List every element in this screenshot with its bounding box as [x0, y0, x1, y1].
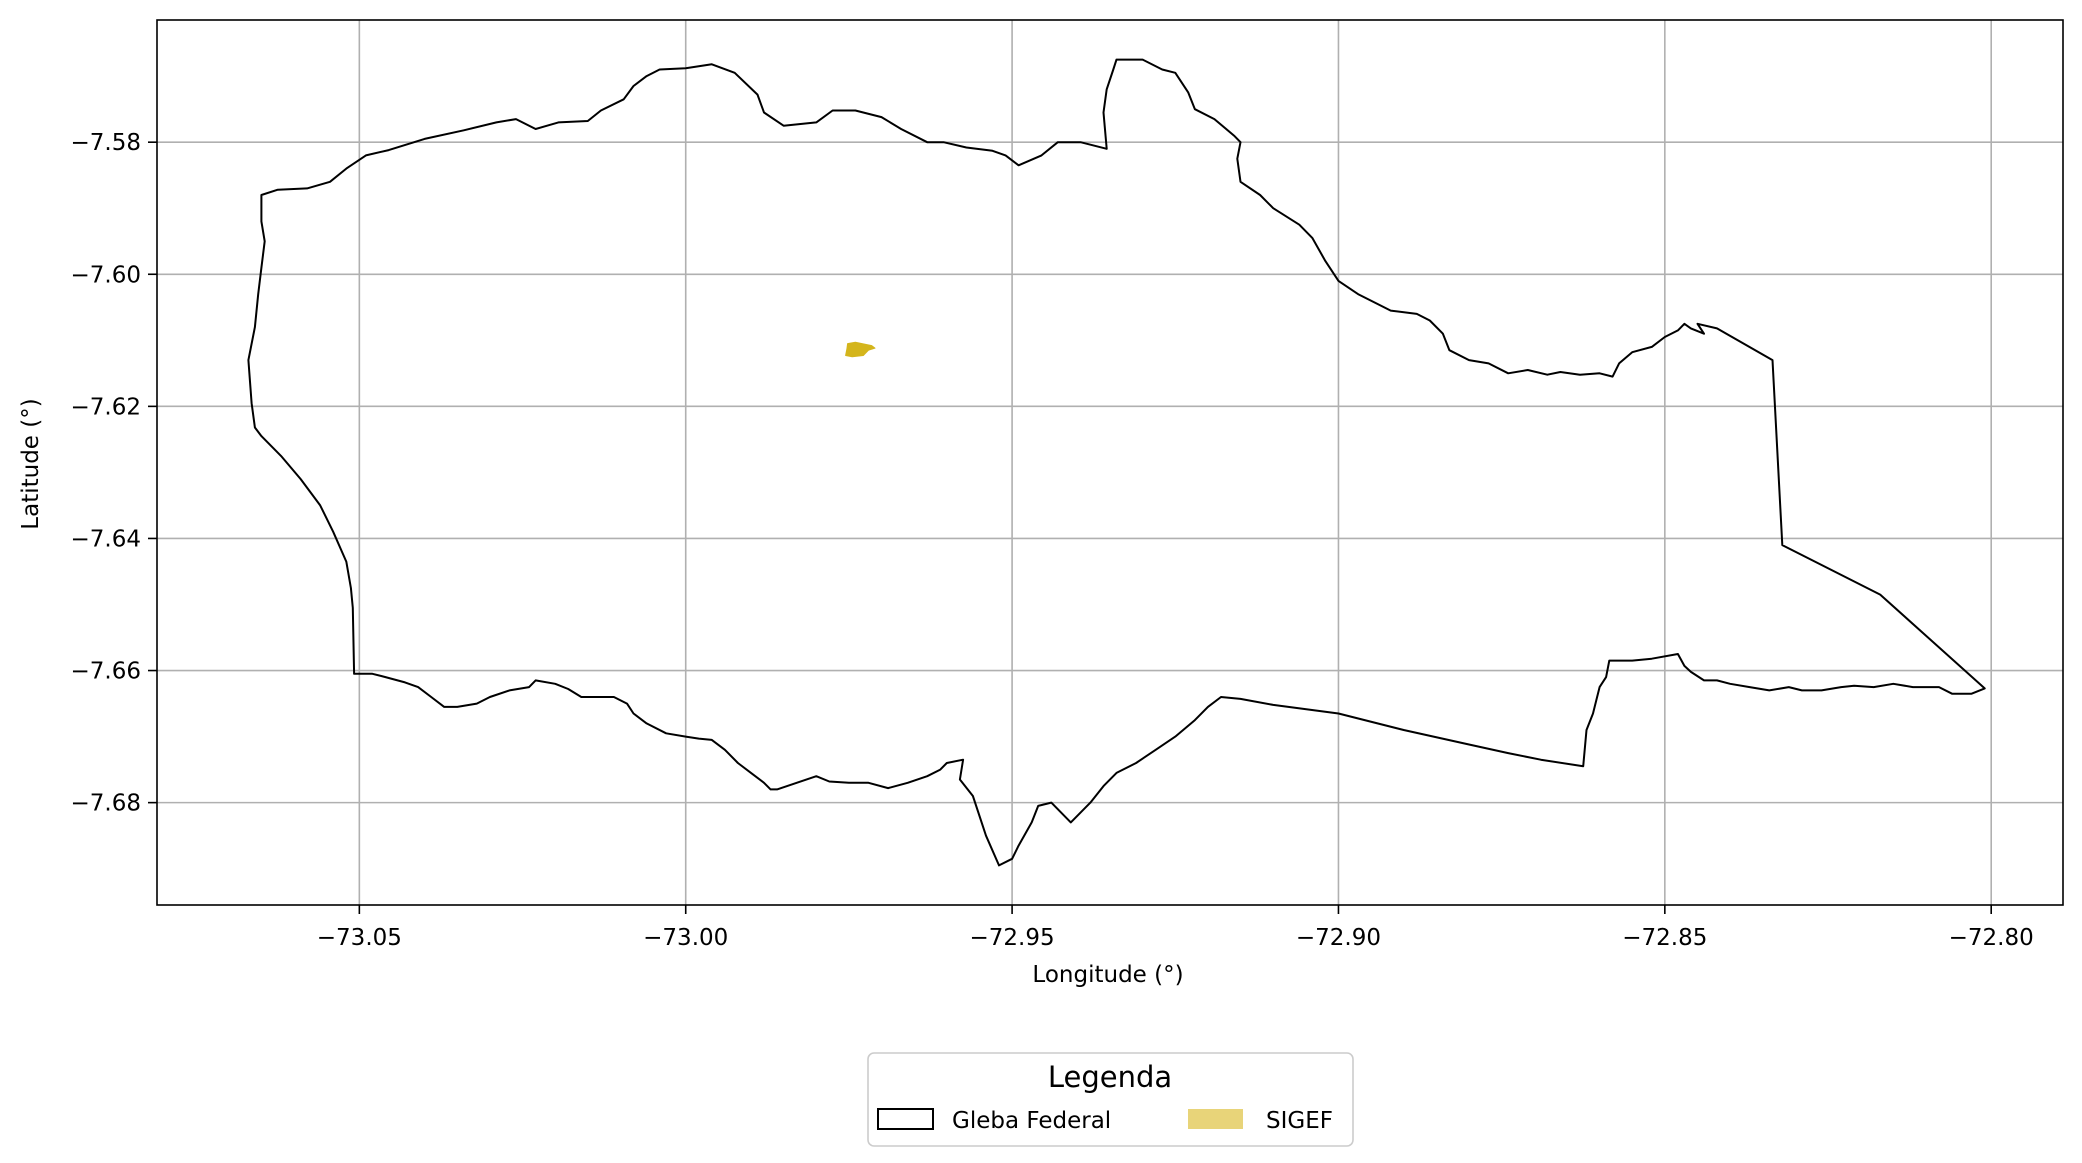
legend-label-gleba-federal: Gleba Federal	[952, 1108, 1111, 1134]
y-tick-label: −7.58	[71, 130, 141, 156]
y-axis-ticks: −7.58 −7.60 −7.62 −7.64 −7.66 −7.68	[71, 130, 157, 817]
x-tick-label: −72.90	[1296, 925, 1381, 951]
legend-title: Legenda	[1048, 1060, 1172, 1094]
legend-label-sigef: SIGEF	[1266, 1108, 1333, 1134]
gridlines	[157, 20, 2063, 905]
legend-swatch-sigef	[1188, 1109, 1243, 1129]
y-tick-label: −7.68	[71, 791, 141, 817]
y-tick-label: −7.66	[71, 659, 141, 685]
y-tick-label: −7.64	[71, 526, 141, 552]
x-tick-label: −72.95	[970, 925, 1055, 951]
x-axis-ticks: −73.05 −73.00 −72.95 −72.90 −72.85 −72.80	[317, 905, 2034, 951]
x-tick-label: −72.85	[1622, 925, 1707, 951]
plot-frame	[156, 19, 2064, 906]
layer-gleba-federal	[247, 58, 1986, 867]
x-axis-label: Longitude (°)	[1032, 962, 1183, 988]
legend-swatch-gleba-federal	[877, 1108, 934, 1130]
x-tick-label: −73.05	[317, 925, 402, 951]
y-tick-label: −7.62	[71, 394, 141, 420]
x-tick-label: −72.80	[1949, 925, 2034, 951]
x-tick-label: −73.00	[643, 925, 728, 951]
y-axis-label: Latitude (°)	[18, 398, 44, 529]
layer-sigef	[845, 341, 876, 358]
map-layers	[247, 58, 1986, 867]
y-tick-label: −7.60	[71, 262, 141, 288]
legend: Legenda Gleba Federal SIGEF	[867, 1052, 1354, 1147]
